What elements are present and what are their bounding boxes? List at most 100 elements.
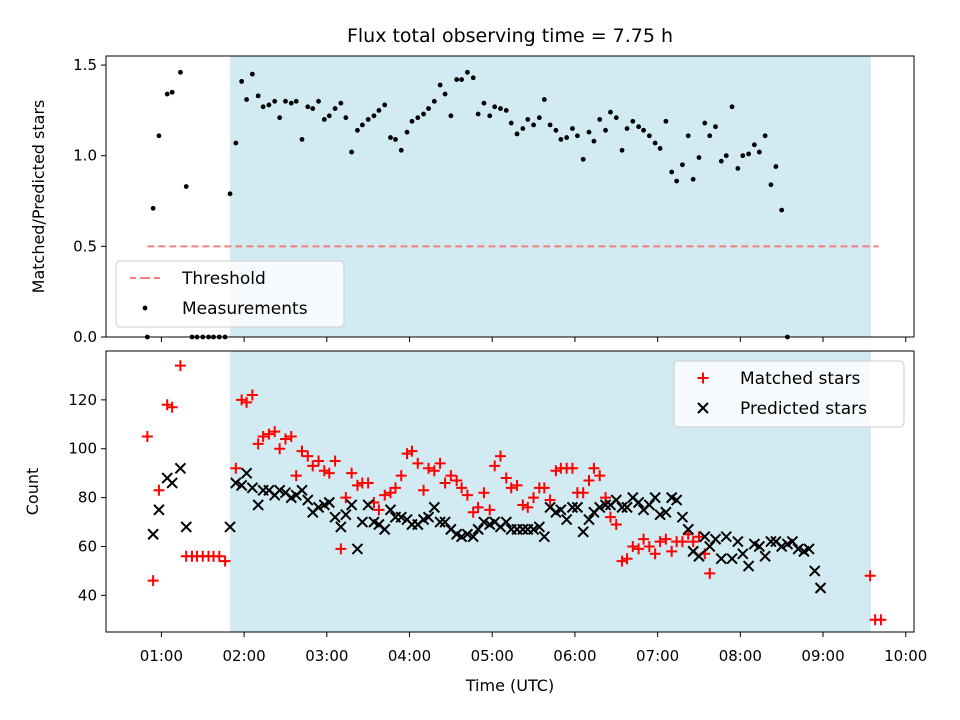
data-point (378, 523, 391, 536)
data-point (652, 140, 658, 146)
data-point (332, 106, 338, 111)
data-point (288, 100, 294, 106)
data-point (412, 457, 424, 469)
data-point (233, 140, 239, 146)
data-point (715, 552, 728, 565)
legend-label: Predicted stars (740, 399, 867, 419)
x-tick-label: 06:00 (553, 647, 596, 665)
data-point (676, 511, 689, 523)
data-point (230, 462, 242, 474)
data-point (379, 489, 391, 501)
data-point (864, 570, 876, 582)
data-point (475, 111, 481, 117)
data-point (260, 104, 266, 110)
data-point (461, 489, 473, 501)
x-tick-label: 07:00 (636, 647, 679, 665)
legend-label: Measurements (182, 299, 308, 319)
axes-frame (105, 55, 915, 338)
data-point (252, 438, 264, 450)
data-point (355, 127, 360, 133)
data-point (616, 501, 628, 514)
data-point (541, 97, 547, 102)
data-point (329, 455, 341, 467)
data-point (371, 113, 377, 119)
data-point (558, 136, 564, 142)
data-point (674, 178, 680, 184)
data-point (685, 133, 691, 139)
x-axis-label: Time (UTC) (465, 676, 554, 695)
data-point (388, 135, 393, 140)
data-point (448, 113, 454, 119)
data-point (597, 117, 603, 122)
data-point (707, 133, 713, 139)
data-point (461, 528, 474, 540)
data-point (649, 491, 661, 504)
data-point (472, 523, 484, 536)
x-tick-label: 05:00 (471, 647, 514, 665)
data-point (313, 455, 325, 467)
data-point (279, 433, 291, 445)
chart-title: Flux total observing time = 7.75 h (347, 25, 673, 47)
data-point (340, 492, 352, 504)
data-point (219, 555, 231, 567)
data-point (875, 614, 887, 626)
data-point (384, 504, 397, 516)
data-point (505, 482, 517, 494)
data-point (365, 117, 371, 122)
data-point (166, 477, 178, 489)
data-point (236, 394, 248, 406)
data-point (404, 129, 410, 135)
data-point (437, 82, 443, 88)
data-point (310, 106, 316, 111)
data-point (445, 470, 457, 482)
data-point (632, 496, 645, 509)
panel-ratio: 0.0 0.5 1.0 1.5 Matched/Predicted stars Thres… (29, 55, 915, 346)
data-point (527, 523, 540, 536)
data-point (613, 115, 619, 121)
data-point (351, 479, 363, 491)
y-tick-label: 0.5 (73, 237, 97, 255)
data-point (398, 147, 404, 153)
data-point (274, 443, 286, 455)
data-point (608, 109, 613, 115)
data-point (742, 560, 755, 572)
data-point (775, 540, 788, 553)
data-point (153, 484, 165, 496)
data-point (141, 431, 153, 443)
data-point (669, 169, 675, 175)
x-tick-label: 10:00 (884, 647, 927, 665)
data-point (356, 516, 369, 528)
data-point (520, 126, 526, 131)
data-point (240, 467, 253, 479)
data-point (522, 501, 534, 513)
data-point (302, 494, 314, 506)
data-point (740, 153, 746, 159)
x-tick-label: 08:00 (719, 647, 762, 665)
data-point (415, 115, 421, 121)
series-predicted-stars (147, 462, 827, 594)
data-point (586, 129, 592, 135)
data-point (481, 100, 487, 106)
data-point (401, 448, 413, 460)
data-point (588, 462, 600, 474)
data-point (621, 501, 633, 514)
data-point (525, 117, 531, 122)
data-point (560, 513, 573, 526)
data-point (180, 521, 192, 533)
legend: Matched stars Predicted stars (673, 360, 905, 428)
data-point (666, 545, 678, 557)
data-point (389, 482, 401, 494)
data-point (500, 472, 512, 484)
x-tick-label: 01:00 (140, 647, 183, 665)
data-point (660, 506, 672, 518)
data-point (566, 501, 579, 514)
data-point (498, 106, 503, 111)
panel-counts: 40 60 80 100 120 01:00 02:00 03:00 04:00 05:00 06:… (23, 350, 927, 665)
data-point (723, 153, 729, 159)
data-point (768, 182, 774, 188)
data-point (359, 122, 365, 128)
data-point (547, 122, 553, 128)
data-point (147, 575, 159, 587)
data-point (718, 158, 724, 164)
data-point (508, 120, 514, 126)
